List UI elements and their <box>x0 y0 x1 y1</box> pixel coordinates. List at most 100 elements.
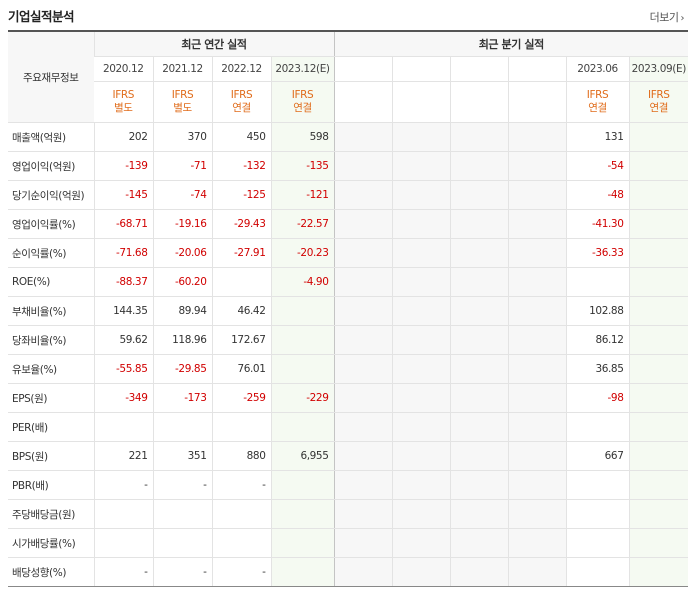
annual-value-cell: 46.42 <box>211 296 271 326</box>
basis-scope: 연결 <box>293 102 312 114</box>
quarter-value-cell <box>449 499 508 529</box>
accounting-basis-header <box>449 81 508 123</box>
quarter-group-header: 최근 분기 실적 <box>333 30 689 57</box>
quarter-value-cell <box>333 470 392 500</box>
quarter-value-cell <box>391 180 450 210</box>
annual-value-cell: 598 <box>270 122 334 152</box>
quarter-value-cell: 36.85 <box>565 354 629 384</box>
basis-standard: IFRS <box>291 89 314 101</box>
metric-label: 영업이익률(%) <box>8 209 94 239</box>
quarter-value-cell: -36.33 <box>565 238 629 268</box>
quarter-value-cell <box>333 557 392 587</box>
quarter-value-cell <box>333 151 392 181</box>
annual-value-cell <box>152 528 212 558</box>
annual-value-cell: -139 <box>93 151 153 181</box>
table-row: 당기순이익(억원) -145 -74 -125 -121 -48 <box>8 180 689 210</box>
quarter-value-cell <box>449 557 508 587</box>
quarter-value-cell <box>565 528 629 558</box>
metric-label: EPS(원) <box>8 383 94 413</box>
annual-value-cell: -20.23 <box>270 238 334 268</box>
annual-value-cell: 450 <box>211 122 271 152</box>
basis-scope: 연결 <box>588 102 607 114</box>
annual-value-cell: 172.67 <box>211 325 271 355</box>
quarter-value-cell <box>449 412 508 442</box>
basis-scope: 별도 <box>113 102 133 114</box>
basis-scope: 별도 <box>173 102 192 114</box>
accounting-basis-header <box>391 81 450 123</box>
annual-value-cell: -19.16 <box>152 209 212 239</box>
quarter-period-header <box>507 56 566 82</box>
quarter-value-cell: 86.12 <box>565 325 629 355</box>
quarter-value-cell <box>391 412 450 442</box>
quarter-value-cell <box>628 528 689 558</box>
quarter-value-cell <box>391 151 450 181</box>
quarter-value-cell: -41.30 <box>565 209 629 239</box>
quarter-value-cell <box>391 267 450 297</box>
quarter-value-cell <box>628 122 689 152</box>
annual-value-cell: -74 <box>152 180 212 210</box>
annual-value-cell: - <box>152 557 212 587</box>
annual-value-cell: - <box>93 557 153 587</box>
annual-value-cell <box>270 412 334 442</box>
annual-value-cell: 880 <box>211 441 271 471</box>
metric-label: PER(배) <box>8 412 94 442</box>
annual-value-cell: -60.20 <box>152 267 212 297</box>
table-row: 배당성향(%) - - - <box>8 557 689 587</box>
annual-value-cell <box>270 557 334 587</box>
quarter-value-cell <box>333 412 392 442</box>
quarter-value-cell <box>391 557 450 587</box>
quarter-value-cell <box>449 325 508 355</box>
quarter-value-cell <box>391 238 450 268</box>
quarter-value-cell <box>391 383 450 413</box>
quarter-value-cell <box>628 180 689 210</box>
quarter-period-header: 2023.06 <box>565 56 629 82</box>
annual-value-cell: -29.43 <box>211 209 271 239</box>
quarter-value-cell <box>333 238 392 268</box>
annual-value-cell <box>270 325 334 355</box>
basis-standard: IFRS <box>586 89 609 101</box>
accounting-basis-header: IFRS 연결 <box>628 81 689 123</box>
annual-value-cell <box>270 470 334 500</box>
annual-period-header: 2023.12(E) <box>270 56 334 82</box>
annual-value-cell: - <box>211 557 271 587</box>
table-row: PBR(배) - - - <box>8 470 689 500</box>
annual-value-cell <box>93 499 153 529</box>
quarter-value-cell <box>628 383 689 413</box>
annual-value-cell: - <box>152 470 212 500</box>
annual-value-cell: -4.90 <box>270 267 334 297</box>
metric-label: 당기순이익(억원) <box>8 180 94 210</box>
quarter-value-cell <box>333 325 392 355</box>
quarter-value-cell <box>507 354 566 384</box>
quarter-value-cell <box>507 499 566 529</box>
annual-value-cell <box>152 499 212 529</box>
metric-label: 배당성향(%) <box>8 557 94 587</box>
table-row: 주당배당금(원) <box>8 499 689 529</box>
quarter-value-cell: -54 <box>565 151 629 181</box>
quarter-value-cell <box>565 499 629 529</box>
annual-value-cell: -71 <box>152 151 212 181</box>
accounting-basis-header: IFRS 연결 <box>270 81 334 123</box>
more-link[interactable]: 더보기 › <box>650 9 685 25</box>
accounting-basis-header: IFRS 연결 <box>211 81 271 123</box>
annual-value-cell <box>211 528 271 558</box>
annual-value-cell: -125 <box>211 180 271 210</box>
quarter-value-cell <box>628 151 689 181</box>
quarter-period-header <box>449 56 508 82</box>
quarter-value-cell <box>391 209 450 239</box>
quarter-value-cell <box>391 441 450 471</box>
annual-value-cell: -135 <box>270 151 334 181</box>
quarter-value-cell: -48 <box>565 180 629 210</box>
annual-value-cell: -68.71 <box>93 209 153 239</box>
annual-value-cell: 221 <box>93 441 153 471</box>
quarter-value-cell <box>507 267 566 297</box>
quarter-value-cell <box>449 383 508 413</box>
annual-value-cell: -349 <box>93 383 153 413</box>
table-row: PER(배) <box>8 412 689 442</box>
accounting-basis-header: IFRS 별도 <box>152 81 212 123</box>
annual-value-cell: -29.85 <box>152 354 212 384</box>
basis-standard: IFRS <box>112 89 135 101</box>
table-row: 유보율(%) -55.85 -29.85 76.01 36.85 <box>8 354 689 384</box>
annual-value-cell: -121 <box>270 180 334 210</box>
annual-value-cell: 144.35 <box>93 296 153 326</box>
accounting-basis-header <box>333 81 392 123</box>
